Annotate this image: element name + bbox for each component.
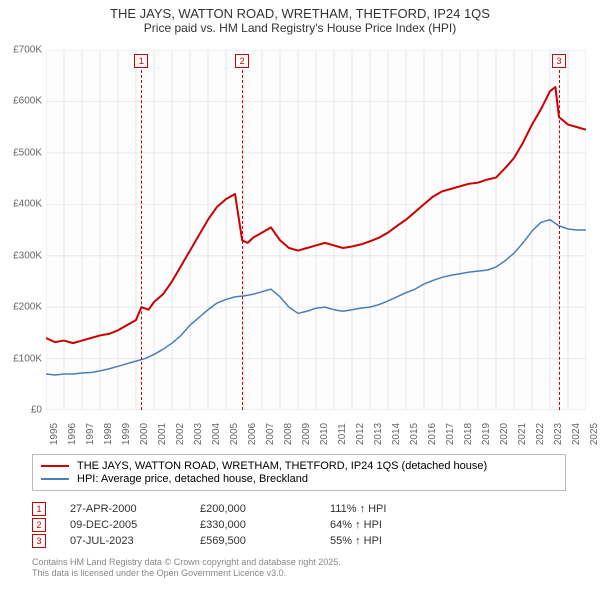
- x-tick-label: 2000: [139, 423, 150, 445]
- y-tick-label: £500K: [2, 147, 42, 158]
- x-tick-label: 2014: [391, 423, 402, 445]
- x-tick-label: 2006: [247, 423, 258, 445]
- sale-event-hpi: 111% ↑ HPI: [330, 503, 386, 515]
- sale-event-number: 1: [32, 502, 46, 516]
- x-tick-label: 2009: [301, 423, 312, 445]
- legend-label: THE JAYS, WATTON ROAD, WRETHAM, THETFORD…: [77, 460, 487, 472]
- x-tick-label: 2015: [409, 423, 420, 445]
- sale-event-price: £200,000: [200, 503, 330, 515]
- x-tick-label: 2007: [265, 423, 276, 445]
- footer-line-2: This data is licensed under the Open Gov…: [32, 568, 566, 579]
- x-tick-label: 2004: [211, 423, 222, 445]
- sale-marker-box: 3: [552, 54, 566, 68]
- x-tick-label: 1999: [121, 423, 132, 445]
- x-tick-label: 2003: [193, 423, 204, 445]
- x-tick-label: 2022: [535, 423, 546, 445]
- x-tick-label: 1996: [67, 423, 78, 445]
- x-tick-label: 2005: [229, 423, 240, 445]
- sale-event-price: £330,000: [200, 519, 330, 531]
- chart-plot-area: £0£100K£200K£300K£400K£500K£600K£700K 12…: [46, 50, 586, 410]
- x-tick-label: 2013: [373, 423, 384, 445]
- chart-subtitle: Price paid vs. HM Land Registry's House …: [0, 21, 600, 35]
- x-tick-label: 2020: [499, 423, 510, 445]
- sale-marker-line: [141, 70, 142, 410]
- x-tick-label: 1995: [49, 423, 60, 445]
- sale-event-number: 2: [32, 518, 46, 532]
- sale-event-price: £569,500: [200, 535, 330, 547]
- sale-event-date: 27-APR-2000: [70, 503, 200, 515]
- sale-events-list: 1 27-APR-2000£200,000111% ↑ HPI 2 09-DEC-20…: [32, 500, 566, 550]
- sale-event-hpi: 64% ↑ HPI: [330, 519, 382, 531]
- sale-marker-box: 1: [134, 54, 148, 68]
- x-tick-label: 2017: [445, 423, 456, 445]
- x-tick-label: 2012: [355, 423, 366, 445]
- sale-event-hpi: 55% ↑ HPI: [330, 535, 382, 547]
- legend-swatch: [41, 465, 69, 467]
- x-tick-label: 2001: [157, 423, 168, 445]
- x-tick-label: 2011: [337, 423, 348, 445]
- chart-legend: THE JAYS, WATTON ROAD, WRETHAM, THETFORD…: [32, 454, 566, 491]
- sale-event-date: 07-JUL-2023: [70, 535, 200, 547]
- x-tick-label: 2019: [481, 423, 492, 445]
- y-tick-label: £200K: [2, 302, 42, 313]
- x-tick-label: 2016: [427, 423, 438, 445]
- legend-item: HPI: Average price, detached house, Brec…: [41, 473, 557, 485]
- x-tick-label: 2025: [589, 423, 600, 445]
- y-tick-label: £600K: [2, 96, 42, 107]
- chart-svg: [46, 50, 586, 410]
- chart-footer: Contains HM Land Registry data © Crown c…: [32, 557, 566, 580]
- sale-marker-box: 2: [235, 54, 249, 68]
- x-axis-labels: 1995 1996 1997 1998 1999 2000 2001 2002 2003 2004…: [46, 414, 586, 450]
- sale-marker-line: [559, 70, 560, 410]
- sale-event-row: 2 09-DEC-2005£330,00064% ↑ HPI: [32, 518, 566, 532]
- footer-line-1: Contains HM Land Registry data © Crown c…: [32, 557, 566, 568]
- x-tick-label: 2010: [319, 423, 330, 445]
- legend-label: HPI: Average price, detached house, Brec…: [77, 473, 308, 485]
- x-tick-label: 1998: [103, 423, 114, 445]
- x-tick-label: 2023: [553, 423, 564, 445]
- x-tick-label: 1997: [85, 423, 96, 445]
- y-tick-label: £100K: [2, 353, 42, 364]
- sale-event-date: 09-DEC-2005: [70, 519, 200, 531]
- y-tick-label: £700K: [2, 45, 42, 56]
- x-tick-label: 2002: [175, 423, 186, 445]
- chart-title: THE JAYS, WATTON ROAD, WRETHAM, THETFORD…: [0, 0, 600, 21]
- x-tick-label: 2024: [571, 423, 582, 445]
- sale-event-row: 1 27-APR-2000£200,000111% ↑ HPI: [32, 502, 566, 516]
- y-tick-label: £0: [2, 405, 42, 416]
- sale-event-number: 3: [32, 534, 46, 548]
- legend-swatch: [41, 478, 69, 480]
- y-tick-label: £300K: [2, 250, 42, 261]
- legend-item: THE JAYS, WATTON ROAD, WRETHAM, THETFORD…: [41, 460, 557, 472]
- x-tick-label: 2021: [517, 423, 528, 445]
- y-tick-label: £400K: [2, 199, 42, 210]
- x-tick-label: 2008: [283, 423, 294, 445]
- chart-container: { "title": "THE JAYS, WATTON ROAD, WRETH…: [0, 0, 600, 590]
- sale-marker-line: [242, 70, 243, 410]
- sale-event-row: 3 07-JUL-2023£569,50055% ↑ HPI: [32, 534, 566, 548]
- x-tick-label: 2018: [463, 423, 474, 445]
